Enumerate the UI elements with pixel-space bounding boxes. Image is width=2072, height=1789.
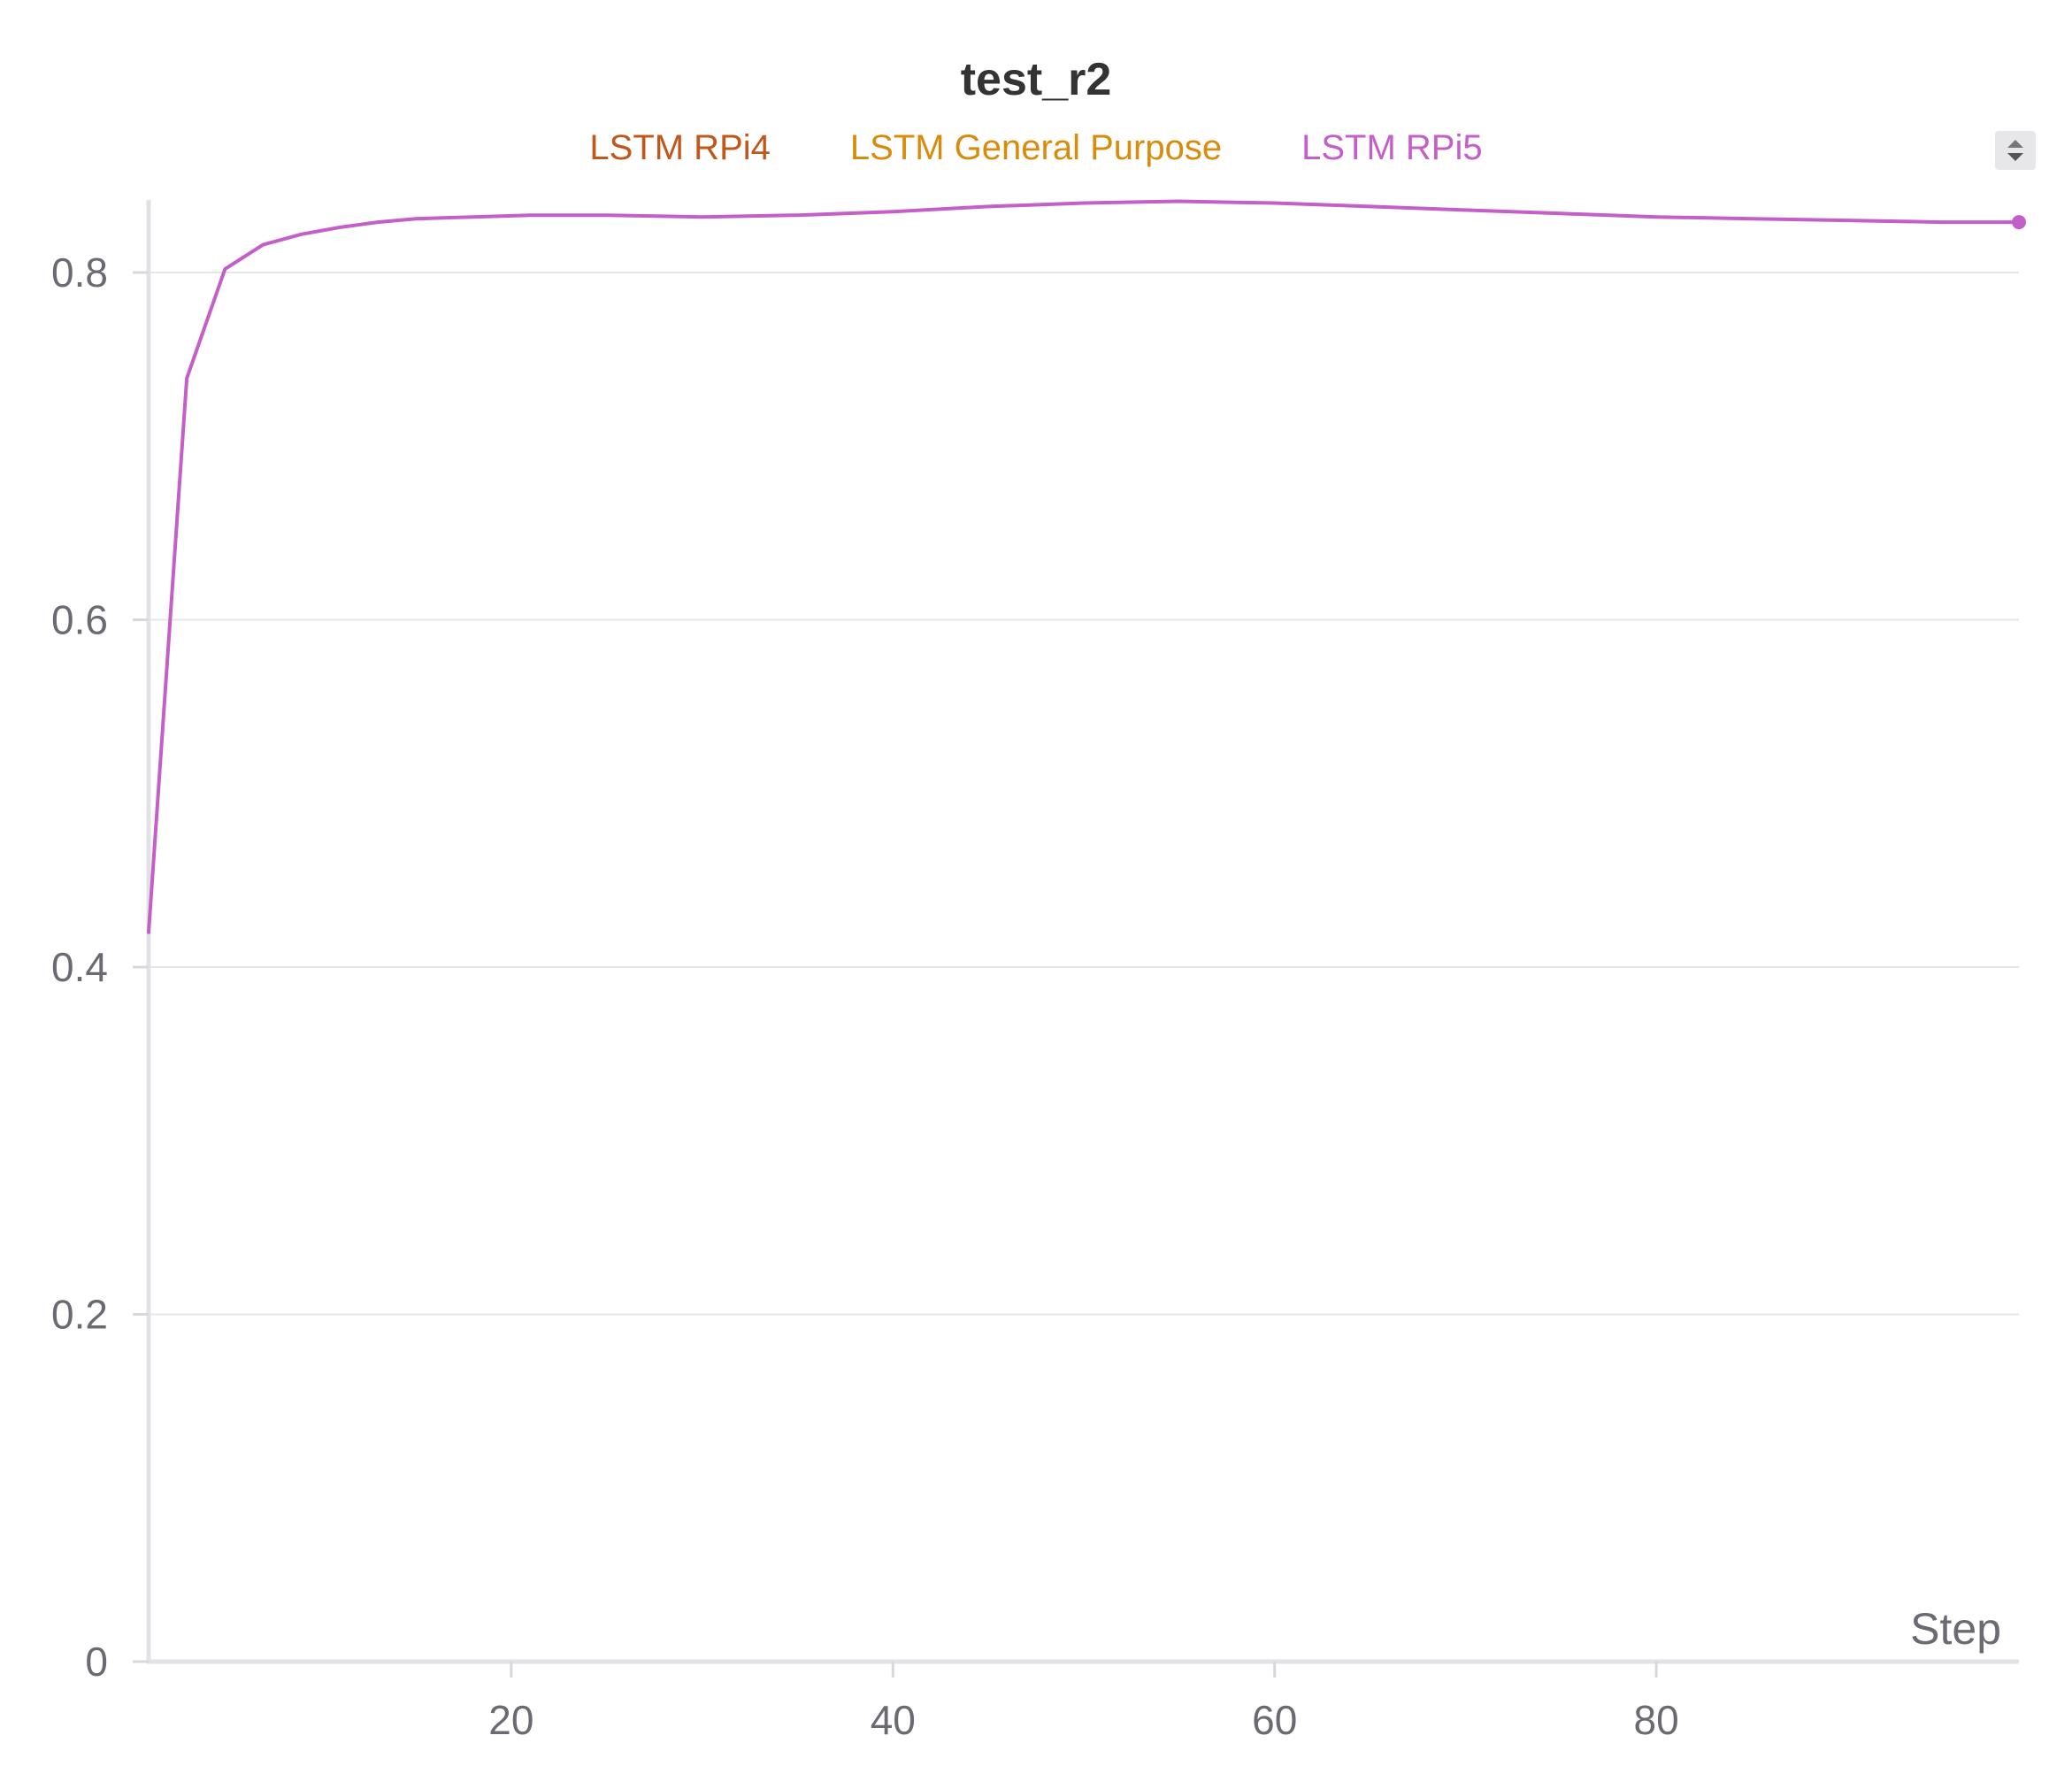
legend: LSTM RPi4 LSTM General Purpose LSTM RPi5	[0, 128, 2072, 178]
x-axis-label: Step	[1910, 1604, 2001, 1654]
sort-arrows-icon	[2007, 140, 2023, 161]
y-axis-ticks: 0 0.2 0.4 0.6 0.8	[51, 250, 149, 1685]
y-tick-label: 0.2	[51, 1292, 108, 1338]
y-tick-label: 0.4	[51, 944, 108, 990]
x-tick-label: 20	[488, 1697, 533, 1743]
grid-lines	[149, 272, 2019, 1316]
y-tick-label: 0.8	[51, 250, 108, 296]
y-tick-label: 0.6	[51, 597, 108, 643]
chart-title: test_r2	[960, 54, 1112, 105]
legend-item-lstm-rpi4[interactable]: LSTM RPi4	[589, 128, 771, 167]
x-axis-ticks: 20 40 60 80	[488, 1662, 1679, 1743]
x-tick-label: 60	[1252, 1697, 1297, 1743]
series-line-lstm-rpi5	[147, 199, 2021, 934]
x-tick-label: 40	[871, 1697, 916, 1743]
legend-item-lstm-rpi5[interactable]: LSTM RPi5	[1301, 128, 1483, 167]
legend-scroll-button[interactable]	[1995, 131, 2036, 170]
series-lines	[147, 199, 2026, 934]
series-end-point	[2012, 215, 2026, 230]
legend-item-lstm-general-purpose[interactable]: LSTM General Purpose	[849, 128, 1223, 167]
axes	[146, 200, 2019, 1664]
x-tick-label: 80	[1634, 1697, 1679, 1743]
y-tick-label: 0	[85, 1639, 108, 1685]
